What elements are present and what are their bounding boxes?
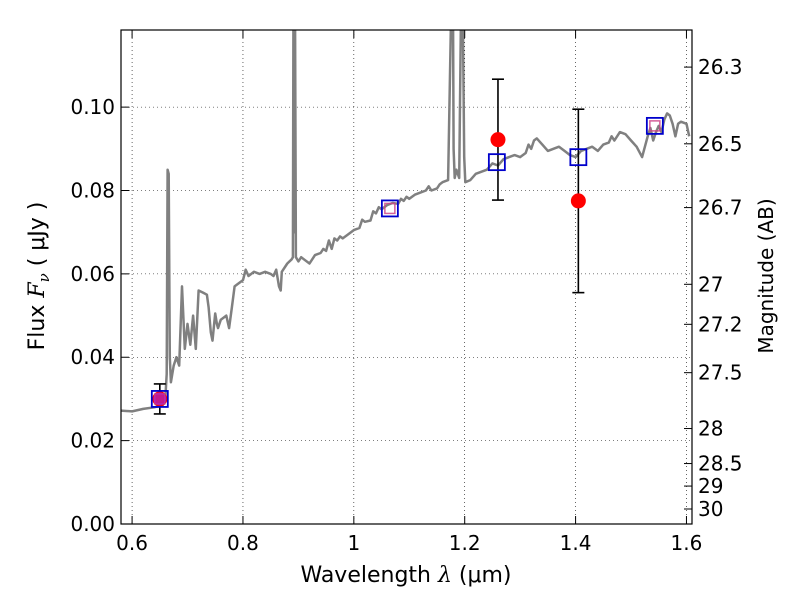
x-tick-label: 0.6 — [116, 531, 148, 555]
model-photometry-point — [569, 148, 588, 167]
x-tick-label: 0.8 — [227, 531, 259, 555]
x-axis-label-prefix: Wavelength — [300, 563, 438, 588]
y-axis-label: Flux Fν ( μJy ) — [25, 202, 53, 351]
extra-point — [649, 120, 661, 132]
y2-axis-label: Magnitude (AB) — [754, 198, 778, 353]
x-tick-label: 1 — [347, 531, 360, 555]
model-spectrum-line — [121, 30, 691, 413]
x-axis-label-unit: (μm) — [452, 563, 512, 588]
y-tick-label: 0.04 — [70, 345, 115, 369]
mag-tick-label: 26.3 — [698, 55, 743, 79]
model-photometry-point — [645, 116, 664, 135]
spectrum-layer — [121, 30, 691, 413]
mag-tick-label: 27 — [698, 272, 723, 296]
y-axis-label-symbol: F — [25, 282, 50, 299]
mag-tick-label: 28 — [698, 417, 723, 441]
y-tick-label: 0.10 — [70, 95, 115, 119]
model-photometry-point — [150, 390, 169, 408]
mag-tick-label: 30 — [698, 497, 723, 521]
x-tick-label: 1.4 — [560, 531, 592, 555]
mag-tick-label: 26.7 — [698, 196, 743, 220]
model-photometry-point — [380, 199, 399, 218]
mag-tick-label: 29 — [698, 474, 723, 498]
mag-tick-label: 27.5 — [698, 361, 743, 385]
y-tick-label: 0.08 — [70, 178, 115, 202]
model-photometry-point — [487, 153, 506, 172]
y-axis-label-subscript: ν — [35, 273, 53, 282]
observed-point — [570, 193, 586, 209]
y-axis-label-unit: ( μJy ) — [25, 202, 50, 274]
x-axis-label-symbol: λ — [437, 563, 452, 588]
observed-point — [490, 132, 506, 148]
mag-tick-label: 28.5 — [698, 452, 743, 476]
y-tick-label: 0.02 — [70, 429, 115, 453]
ticks-layer: 0.6 0.8 1 1.2 1.4 1.6 0.00 0.02 0.04 0.06 0.08 0.10… — [70, 30, 743, 555]
overlap-point — [153, 392, 167, 406]
y-axis-label-prefix: Flux — [25, 298, 50, 351]
mag-tick-label: 27.2 — [698, 312, 743, 336]
y-tick-label: 0.00 — [70, 512, 115, 536]
mag-tick-label: 26.5 — [698, 132, 743, 156]
grid-layer — [121, 30, 692, 524]
x-tick-label: 1.2 — [449, 531, 481, 555]
y-tick-label: 0.06 — [70, 262, 115, 286]
extra-point — [384, 202, 396, 215]
x-tick-label: 1.6 — [671, 531, 703, 555]
plot-frame — [120, 29, 693, 525]
x-axis-label: Wavelength λ (μm) — [300, 563, 511, 588]
points-layer — [150, 78, 664, 415]
